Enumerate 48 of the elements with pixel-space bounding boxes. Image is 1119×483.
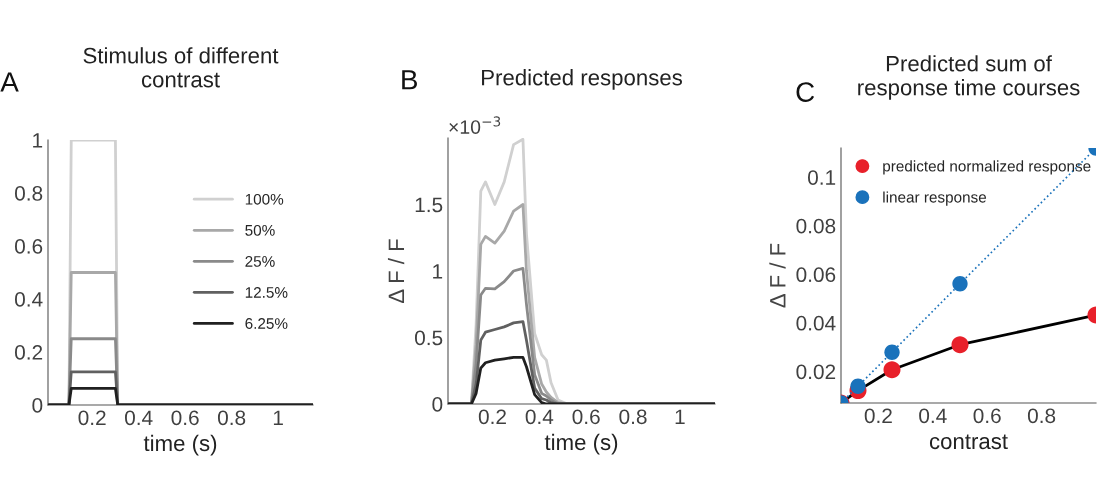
y-tick-label: 1.5 [415,197,443,213]
point [952,276,968,292]
y-tick-label: 0.5 [414,330,443,346]
x-tick-label: 0.8 [1027,408,1056,424]
x-tick-label: 0.4 [124,410,153,426]
x-tick-label: 1 [675,409,685,424]
y-tick-label: 0.1 [807,170,836,185]
y-tick-label: 0.04 [796,315,836,331]
y-tick-label: 0.2 [14,345,43,360]
x-tick-label: 0.6 [973,408,1001,424]
text: ×10$^{−3}$ [449,116,501,135]
x-tick-label: 0.2 [864,408,892,424]
x-tick-label: 0.2 [478,409,506,425]
x-tick-label: 0.8 [217,410,246,426]
legend-label: predicted normalized response [883,160,1091,175]
x-tick-label: 0.4 [919,408,947,424]
y-tick-label: 1 [33,133,43,148]
x-tick-label: 0.8 [619,409,647,425]
y-tick-label: 0.06 [796,267,836,283]
point [951,336,969,354]
x-tick-label: 0.2 [78,410,106,426]
x-tick-label: 1 [273,410,283,425]
text: B [402,70,417,90]
y-tick-label: 0.6 [14,239,43,254]
y-tick-label: 0.4 [14,292,43,307]
chart-title: Stimulus of different contrast [83,47,279,88]
y-tick-label: 1 [433,264,443,279]
x-tick-label: 0.6 [171,410,199,426]
text: C [796,82,815,102]
x-axis-title: time (s) [143,434,217,456]
point [883,361,901,379]
y-tick-label: 0 [32,398,43,413]
legend-label: linear response [883,191,987,206]
y-axis-title: Δ F / F [769,243,786,308]
y-axis-title: Δ F / F [387,239,405,304]
text: A [0,72,19,92]
y-tick-label: 0.02 [796,364,836,380]
y-tick-label: 0 [432,397,443,412]
point [884,344,900,360]
y-tick-label: 0.08 [796,218,836,234]
x-axis-title: time (s) [544,433,618,455]
x-tick-label: 0.6 [572,409,600,425]
chart-title: Predicted responses [482,69,682,90]
y-tick-label: 0.8 [14,186,43,201]
point [850,378,866,394]
chart-title: Predicted sum of response time courses [858,55,1080,100]
x-tick-label: 0.4 [525,409,554,425]
x-axis-title: contrast [929,434,1008,450]
